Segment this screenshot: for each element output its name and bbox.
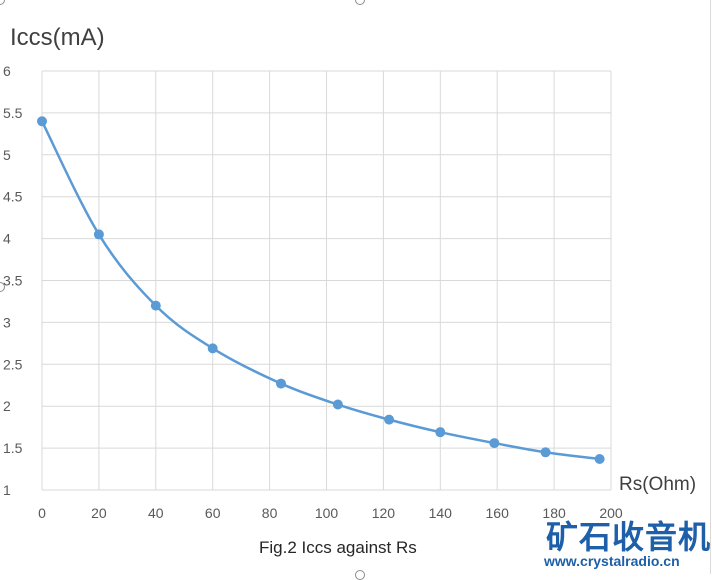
data-point (540, 447, 551, 458)
x-tick-label: 20 (91, 505, 107, 521)
x-tick-label: 40 (148, 505, 164, 521)
x-tick-label: 160 (486, 505, 510, 521)
y-tick-label: 3 (3, 314, 11, 330)
series-points (37, 116, 605, 464)
y-tick-label: 1.5 (3, 440, 23, 456)
data-point (150, 300, 161, 311)
data-point (489, 438, 500, 449)
x-tick-label: 180 (542, 505, 566, 521)
data-point (275, 378, 286, 389)
x-tick-label: 140 (429, 505, 453, 521)
x-axis-label: Rs(Ohm) (619, 474, 697, 495)
data-point (384, 414, 395, 425)
series-line (40, 120, 600, 461)
y-tick-label: 5 (3, 147, 11, 163)
x-tick-label: 60 (205, 505, 221, 521)
watermark-logo-text: 矿石收音机 (546, 518, 712, 556)
data-point (594, 453, 605, 464)
x-tick-label: 0 (38, 505, 46, 521)
y-tick-label: 2.5 (3, 356, 23, 372)
y-tick-label: 1 (3, 482, 11, 498)
data-point (37, 116, 47, 127)
y-tick-label: 4 (3, 231, 11, 247)
y-tick-label: 3.5 (3, 273, 23, 289)
data-point (435, 427, 446, 438)
y-tick-label: 6 (3, 63, 11, 79)
data-point (93, 229, 104, 240)
y-tick-labels: 1 1.5 2 2.5 3 3.5 4 4.5 5 5.5 6 (3, 63, 23, 498)
y-tick-label: 5.5 (3, 105, 23, 121)
grid-lines (41, 70, 612, 491)
data-point (207, 343, 218, 354)
x-tick-labels: 0 20 40 60 80 100 120 140 160 180 200 (38, 505, 623, 521)
figure-caption: Fig.2 Iccs against Rs (259, 538, 417, 557)
data-point (332, 399, 343, 410)
x-tick-label: 80 (262, 505, 278, 521)
x-tick-label: 100 (315, 505, 339, 521)
x-tick-label: 200 (599, 505, 623, 521)
y-tick-label: 2 (3, 398, 11, 414)
y-axis-label: Iccs(mA) (10, 24, 105, 51)
watermark-url: www.crystalradio.cn (544, 553, 680, 569)
x-tick-label: 120 (372, 505, 396, 521)
y-tick-label: 4.5 (3, 189, 23, 205)
